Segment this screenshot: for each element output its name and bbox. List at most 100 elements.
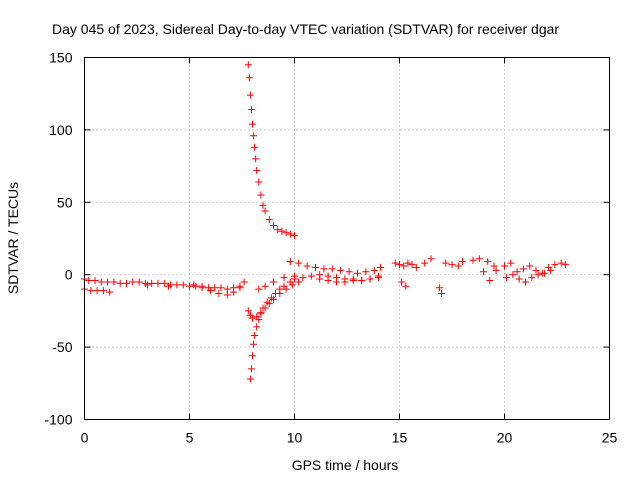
data-point-plus [513, 268, 521, 276]
data-point-plus [557, 259, 565, 267]
data-point-plus [561, 261, 569, 269]
data-point-plus [349, 276, 357, 284]
data-marks [81, 61, 569, 383]
series-sat-track-d [246, 275, 298, 383]
data-point-plus [282, 229, 290, 237]
data-point-plus [370, 266, 378, 274]
data-point-plus [459, 258, 466, 266]
data-point-plus [274, 226, 282, 234]
data-point-plus [442, 259, 450, 267]
data-point-plus [154, 279, 162, 287]
data-point-plus [288, 281, 296, 289]
data-point-plus [421, 259, 429, 267]
data-point-plus [291, 272, 298, 280]
data-point-plus [245, 74, 253, 82]
data-point-plus [469, 256, 477, 264]
data-point-plus [345, 268, 353, 276]
data-point-plus [507, 259, 515, 267]
x-tick-label: 25 [602, 430, 618, 446]
data-point-plus [261, 304, 269, 312]
data-point-plus [246, 91, 254, 99]
tick-layer: 0 5 10 15 20 25 -100 -50 0 50 100 150 [44, 50, 617, 446]
data-point-plus [333, 278, 340, 286]
data-point-plus [160, 279, 168, 287]
data-point-plus [377, 263, 385, 271]
data-point-plus [270, 278, 277, 286]
data-point-plus [551, 261, 559, 269]
data-point-plus [528, 274, 536, 282]
data-point-plus [316, 275, 324, 283]
data-point-plus [291, 232, 298, 240]
data-point-plus [190, 281, 198, 289]
plot-frame [84, 57, 610, 420]
data-point-plus [396, 261, 403, 269]
data-point-plus [129, 278, 137, 286]
data-point-plus [391, 259, 399, 267]
series-sat-track-l [503, 266, 555, 286]
data-point-plus [251, 143, 259, 151]
data-point-plus [307, 272, 315, 280]
data-point-plus [402, 282, 410, 290]
y-axis-label: SDTVAR / TECUs [5, 182, 21, 294]
data-point-plus [173, 281, 181, 289]
data-point-plus [250, 132, 258, 140]
data-point-plus [230, 288, 238, 296]
data-point-plus [312, 263, 319, 271]
y-tick-label: -100 [44, 412, 72, 428]
data-point-plus [547, 266, 555, 274]
data-point-plus [299, 274, 307, 282]
data-point-plus [280, 274, 288, 282]
series-sat-track-c [244, 61, 298, 240]
data-point-plus [295, 259, 303, 267]
data-point-plus [215, 290, 223, 298]
data-point-plus [484, 258, 492, 266]
data-point-plus [408, 261, 416, 269]
data-point-plus [475, 255, 483, 263]
data-point-plus [404, 259, 412, 267]
x-tick-label: 0 [81, 430, 89, 446]
data-point-plus [87, 287, 95, 295]
data-point-plus [93, 287, 101, 295]
data-point-plus [435, 284, 443, 292]
data-point-plus [286, 258, 294, 266]
data-point-plus [303, 262, 311, 270]
data-point-plus [501, 262, 508, 270]
data-point-plus [492, 266, 500, 274]
data-point-plus [400, 262, 408, 270]
data-point-plus [165, 282, 172, 290]
data-point-plus [251, 332, 259, 340]
series-sat-track-k [480, 259, 569, 284]
data-point-plus [116, 279, 124, 287]
data-point-plus [257, 191, 265, 199]
data-point-plus [255, 285, 263, 293]
data-point-plus [522, 278, 529, 286]
data-point-plus [358, 276, 366, 284]
series-sat-track-h [316, 272, 382, 286]
data-point-plus [249, 352, 256, 360]
grid-layer [84, 57, 610, 420]
data-point-plus [198, 284, 206, 292]
data-point-plus [250, 340, 258, 348]
data-point-plus [261, 207, 269, 215]
data-point-plus [490, 262, 498, 270]
data-point-plus [341, 278, 349, 286]
data-point-plus [276, 290, 284, 298]
series-sat-track-f [255, 271, 382, 293]
data-point-plus [110, 278, 118, 286]
data-point-plus [286, 230, 294, 238]
data-point-plus [270, 221, 277, 229]
data-point-plus [104, 278, 112, 286]
data-point-plus [91, 276, 99, 284]
data-point-plus [427, 255, 435, 263]
chart-title: Day 045 of 2023, Sidereal Day-to-day VTE… [52, 21, 559, 37]
y-tick-label: 150 [49, 50, 73, 66]
data-point-plus [480, 268, 487, 276]
data-point-plus [207, 287, 214, 295]
data-point-plus [540, 269, 548, 277]
data-point-plus [106, 288, 114, 296]
data-point-plus [503, 274, 511, 282]
y-tick-label: -50 [52, 339, 72, 355]
data-point-plus [509, 271, 517, 279]
data-point-plus [412, 263, 420, 271]
